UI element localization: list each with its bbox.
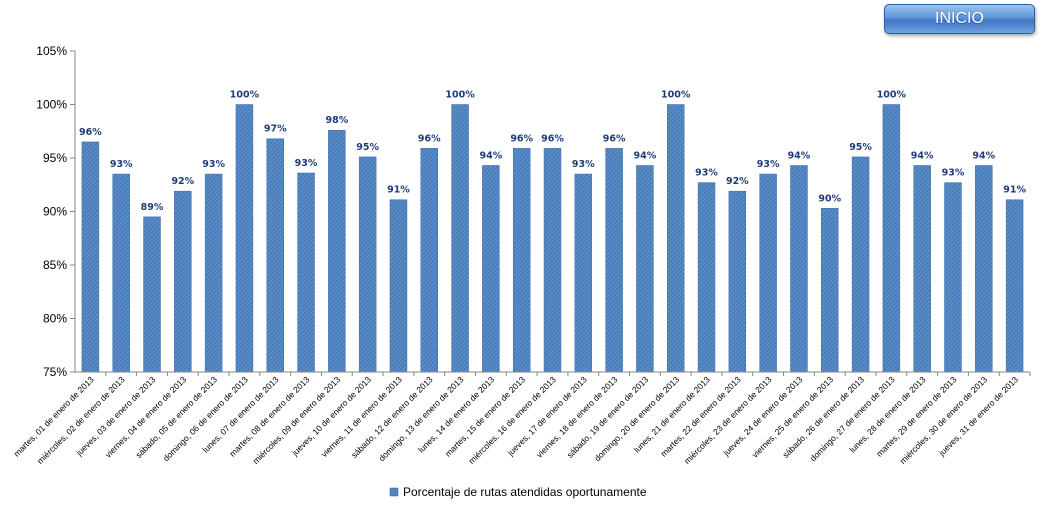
y-tick-label: 80% bbox=[43, 312, 67, 326]
data-label: 93% bbox=[695, 168, 718, 179]
data-label: 91% bbox=[1003, 185, 1026, 196]
bar bbox=[235, 104, 254, 373]
data-label: 100% bbox=[445, 90, 475, 101]
data-label: 95% bbox=[356, 142, 379, 153]
data-label: 89% bbox=[141, 202, 164, 213]
data-label: 98% bbox=[325, 115, 348, 126]
bar bbox=[112, 173, 130, 373]
data-label: 96% bbox=[603, 133, 626, 144]
bar bbox=[697, 182, 716, 373]
data-label: 100% bbox=[661, 90, 691, 101]
y-tick-label: 105% bbox=[36, 44, 67, 58]
y-tick-label: 75% bbox=[43, 365, 67, 379]
data-label: 95% bbox=[849, 142, 872, 153]
data-label: 96% bbox=[541, 133, 564, 144]
bar bbox=[174, 190, 192, 373]
legend-label: Porcentaje de rutas atendidas oportuname… bbox=[403, 485, 647, 499]
data-label: 94% bbox=[788, 150, 811, 161]
bar bbox=[143, 216, 161, 373]
bar bbox=[266, 138, 284, 373]
bar bbox=[851, 156, 870, 373]
bar bbox=[882, 104, 901, 373]
data-label: 93% bbox=[202, 159, 225, 170]
bar bbox=[605, 148, 623, 373]
data-label: 90% bbox=[818, 193, 841, 204]
data-label: 92% bbox=[726, 176, 749, 187]
bar bbox=[543, 148, 562, 373]
bar bbox=[512, 148, 531, 373]
bar bbox=[420, 148, 438, 373]
y-tick-label: 95% bbox=[43, 151, 67, 165]
data-label: 93% bbox=[572, 159, 595, 170]
data-label: 94% bbox=[634, 150, 657, 161]
bar bbox=[790, 165, 808, 373]
bar bbox=[944, 182, 962, 373]
data-label: 96% bbox=[79, 127, 102, 138]
data-label: 96% bbox=[418, 133, 441, 144]
inicio-button[interactable]: INICIO bbox=[884, 4, 1035, 34]
bar bbox=[389, 199, 408, 373]
data-label: 96% bbox=[510, 133, 533, 144]
data-label: 94% bbox=[972, 150, 995, 161]
bar bbox=[81, 141, 100, 373]
bar bbox=[975, 165, 993, 373]
data-label: 91% bbox=[387, 185, 410, 196]
bar bbox=[574, 173, 593, 373]
bar bbox=[759, 173, 777, 373]
legend-swatch bbox=[389, 487, 399, 497]
y-axis: 75% 80% 85% 90% 95% 100% 105% bbox=[36, 44, 76, 379]
data-label: 92% bbox=[171, 176, 194, 187]
bar bbox=[667, 104, 685, 373]
bar bbox=[913, 165, 931, 373]
data-label: 94% bbox=[480, 150, 503, 161]
data-label: 100% bbox=[230, 90, 260, 101]
bar bbox=[204, 173, 223, 373]
bar bbox=[482, 165, 500, 373]
y-tick-label: 100% bbox=[36, 98, 67, 112]
bar bbox=[297, 172, 315, 373]
data-label: 97% bbox=[264, 124, 287, 135]
bar bbox=[328, 129, 346, 373]
bar bbox=[636, 165, 654, 373]
bar bbox=[1005, 199, 1024, 373]
data-label: 93% bbox=[110, 159, 133, 170]
data-label: 100% bbox=[877, 90, 907, 101]
data-label: 93% bbox=[757, 159, 780, 170]
bar bbox=[451, 104, 469, 373]
y-tick-label: 90% bbox=[43, 205, 67, 219]
data-label: 93% bbox=[942, 168, 965, 179]
legend: Porcentaje de rutas atendidas oportuname… bbox=[389, 485, 647, 499]
bars-group: 96% 93% 89% 92% 93% 100% 97% 93% 98% 95% 91% 96% 100… bbox=[79, 90, 1026, 373]
y-tick-label: 85% bbox=[43, 258, 67, 272]
bar bbox=[821, 208, 839, 373]
data-label: 93% bbox=[295, 158, 318, 169]
bar bbox=[728, 190, 747, 373]
bar bbox=[358, 156, 377, 373]
data-label: 94% bbox=[911, 150, 934, 161]
